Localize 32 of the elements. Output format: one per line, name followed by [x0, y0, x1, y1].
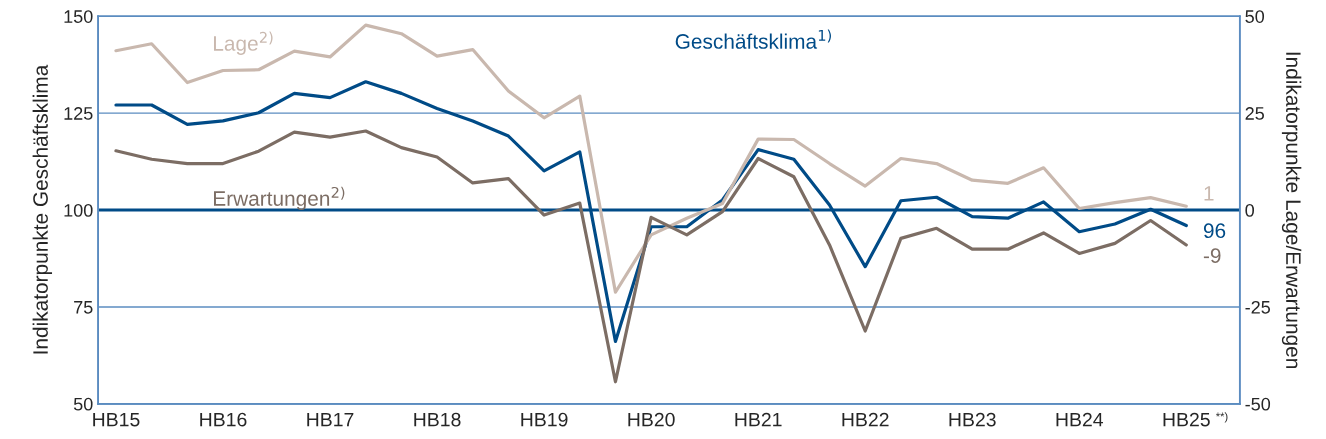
y2-tick-label: 50 — [1245, 10, 1265, 23]
data-label: -9 — [1203, 248, 1221, 264]
line-series — [114, 23, 1188, 294]
y2-tick-label: -25 — [1245, 300, 1271, 314]
x-tick-label: HB22 — [842, 412, 889, 427]
y-tick-label: 125 — [64, 107, 93, 120]
y2-tick-label: -50 — [1245, 397, 1271, 411]
y2-tick-label: 25 — [1245, 107, 1264, 120]
x-tick-label: HB19 — [521, 412, 568, 427]
series-label: Erwartungen$^{2)}$ — [214, 186, 345, 211]
x-tick-label: HB23 — [949, 412, 996, 427]
y-tick-label: 75 — [74, 301, 93, 314]
line-series — [114, 129, 1188, 384]
data-label: 96 — [1203, 223, 1226, 239]
x-tick-label: HB20 — [628, 412, 675, 427]
x-tick-label: HB18 — [414, 412, 461, 427]
y2-axis-title: Indikatorpunkte Lage/Erwartungen — [1281, 52, 1302, 368]
data-label: 1 — [1204, 186, 1214, 201]
y-tick-label: 100 — [64, 204, 93, 217]
text: Geschäftsklima$^{1)}$ — [675, 29, 831, 49]
x-tick-label: HB15 — [93, 412, 140, 427]
y-axis-title: Indikatorpunkte Geschäftsklima — [32, 64, 53, 354]
y-tick-label: 50 — [73, 397, 93, 411]
x-tick-label: HB24 — [1056, 412, 1104, 427]
x-tick-label: HB25 — [1163, 412, 1210, 427]
x-tick-label: HB17 — [307, 412, 354, 427]
y-tick-label: 150 — [64, 10, 93, 23]
x-tick-label: HB21 — [735, 412, 782, 427]
x-tick-label: **) — [1215, 412, 1228, 423]
x-tick-label: HB16 — [200, 412, 247, 427]
y2-tick-label: 0 — [1245, 204, 1255, 217]
series-label: Lage$^{2)}$ — [214, 31, 273, 55]
